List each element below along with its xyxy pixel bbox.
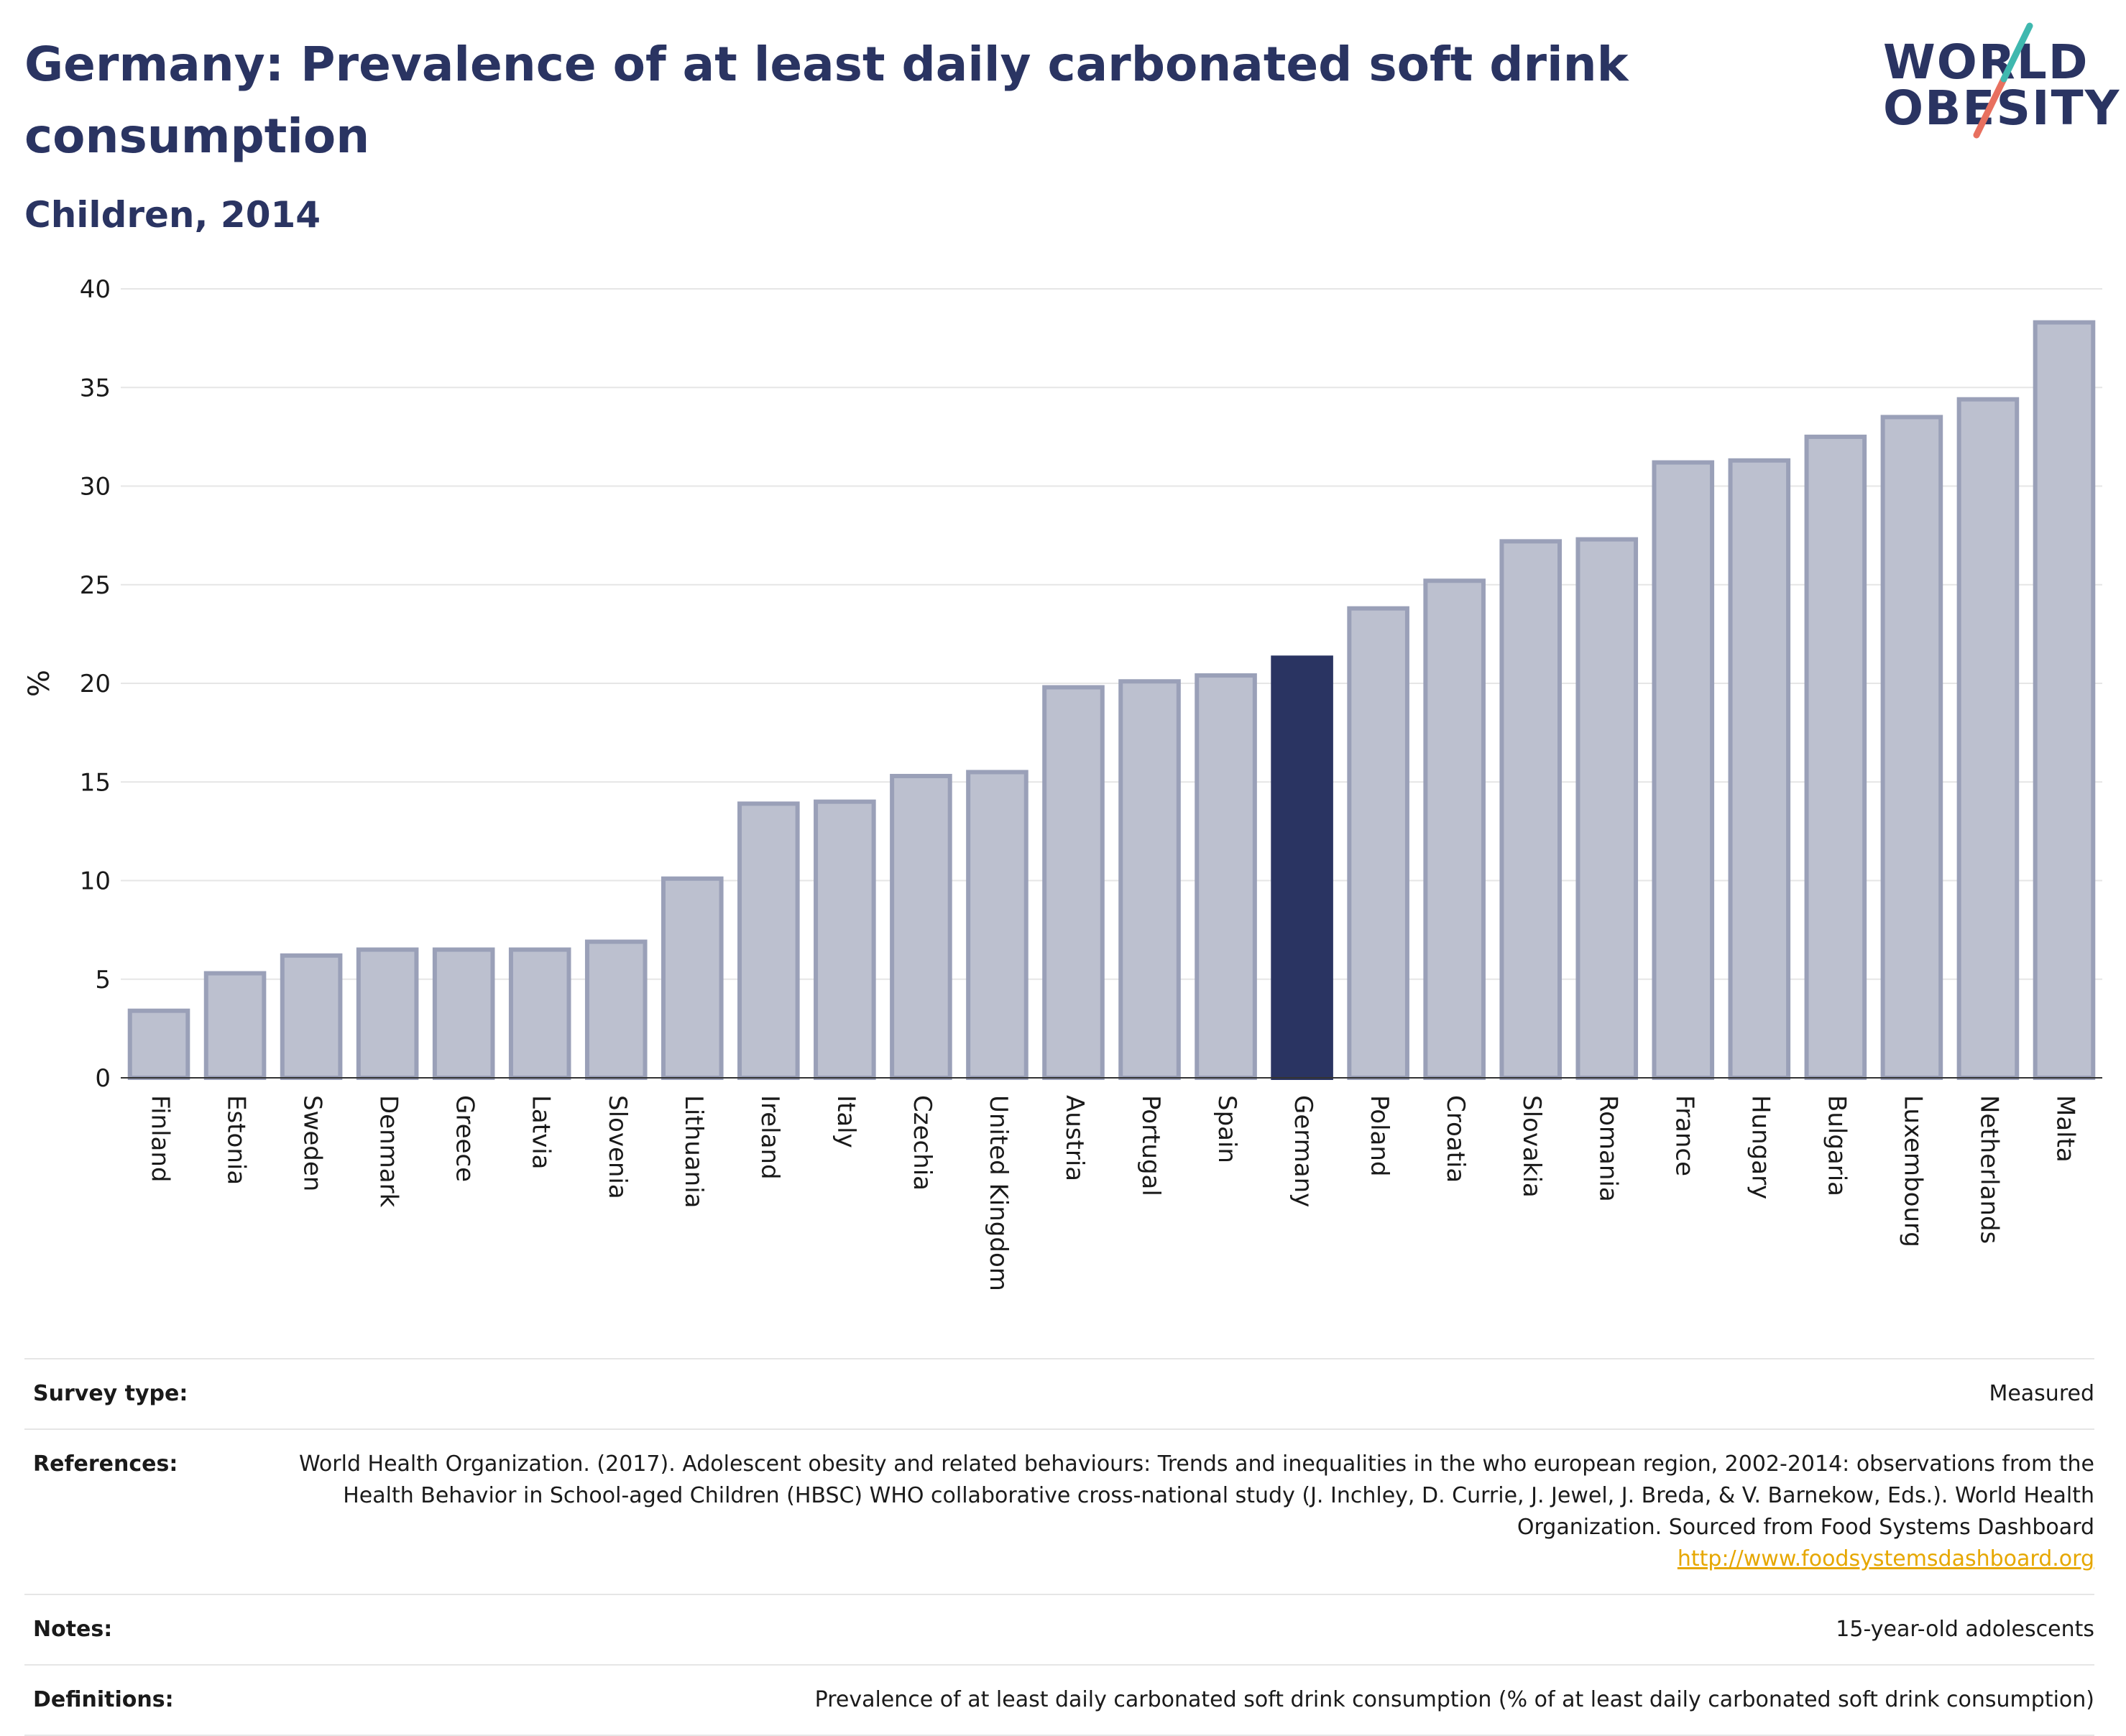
x-tick-label: Romania <box>1593 1095 1622 1202</box>
y-tick-label: 10 <box>80 867 111 896</box>
x-tick-label: Spain <box>1212 1095 1241 1163</box>
x-tick-label: Croatia <box>1441 1095 1470 1183</box>
y-tick-label: 40 <box>80 275 111 304</box>
x-tick-label: Ireland <box>755 1095 784 1180</box>
x-tick-label: Sweden <box>298 1095 327 1191</box>
meta-label: Notes: <box>33 1617 113 1642</box>
bar-denmark <box>356 947 419 1081</box>
bar-chart: 0 5 10 15 20 25 30 35 40% Finland Estonia Sweden Den… <box>23 275 2102 1291</box>
bar-poland <box>1347 606 1409 1080</box>
y-tick-label: 0 <box>95 1064 111 1093</box>
bar-hungary <box>1728 458 1791 1080</box>
bar-luxembourg <box>1880 415 1943 1081</box>
bar-latvia <box>508 947 571 1081</box>
meta-value: Measured <box>1989 1381 2094 1406</box>
meta-label: References: <box>33 1451 178 1477</box>
bar-united-kingdom <box>966 770 1029 1081</box>
meta-label: Definitions: <box>33 1687 174 1712</box>
x-tick-label: Bulgaria <box>1822 1095 1851 1196</box>
meta-row-references: References: World Health Organization. (… <box>24 1428 2094 1594</box>
x-tick-label: Czechia <box>908 1095 937 1191</box>
bar-ireland <box>737 801 800 1080</box>
bar-france <box>1652 460 1715 1080</box>
bar-italy <box>814 799 876 1080</box>
y-tick-label: 5 <box>95 966 111 994</box>
bar-slovakia <box>1499 539 1563 1080</box>
y-tick-label: 25 <box>80 571 111 600</box>
x-tick-label: Estonia <box>222 1095 251 1185</box>
x-tick-label: France <box>1670 1095 1698 1176</box>
meta-row-definitions: Definitions: Prevalence of at least dail… <box>24 1664 2094 1736</box>
x-tick-label: Denmark <box>374 1095 403 1208</box>
references-text: World Health Organization. (2017). Adole… <box>299 1451 2094 1540</box>
meta-value: World Health Organization. (2017). Adole… <box>292 1449 2094 1575</box>
source-link[interactable]: http://www.foodsystemsdashboard.org <box>1677 1546 2094 1571</box>
bar-bulgaria <box>1804 434 1867 1080</box>
bar-slovenia <box>584 939 648 1080</box>
x-tick-label: Austria <box>1060 1095 1089 1181</box>
x-tick-label: Greece <box>451 1095 479 1182</box>
bar-germany <box>1271 655 1333 1080</box>
bar-netherlands <box>1956 397 2020 1081</box>
bar-romania <box>1575 537 1639 1080</box>
x-tick-label: Poland <box>1365 1095 1394 1177</box>
x-tick-label: Italy <box>832 1095 860 1148</box>
meta-label: Survey type: <box>33 1381 188 1406</box>
bar-greece <box>432 947 495 1081</box>
bar-croatia <box>1423 578 1486 1080</box>
x-tick-label: Netherlands <box>1974 1095 2003 1244</box>
bar-estonia <box>203 971 267 1081</box>
y-tick-label: 20 <box>80 670 111 698</box>
chart-subtitle: Children, 2014 <box>24 194 321 236</box>
bar-sweden <box>280 953 343 1080</box>
chart-title: Germany: Prevalence of at least daily ca… <box>24 37 1629 164</box>
meta-row-survey-type: Survey type: Measured <box>24 1358 2094 1428</box>
bar-spain <box>1195 673 1257 1080</box>
meta-row-notes: Notes: 15-year-old adolescents <box>24 1594 2094 1664</box>
x-tick-label: Latvia <box>527 1095 556 1170</box>
x-tick-label: Slovakia <box>1517 1095 1546 1198</box>
bar-malta <box>2033 320 2096 1080</box>
x-tick-label: Malta <box>2051 1095 2079 1163</box>
y-tick-label: 30 <box>80 473 111 502</box>
x-tick-label: Germany <box>1289 1095 1317 1207</box>
x-tick-label: Lithuania <box>679 1095 708 1208</box>
y-tick-label: 35 <box>80 374 111 402</box>
x-tick-label: Slovenia <box>603 1095 632 1199</box>
logo-line1: WORLD <box>1883 34 2089 90</box>
x-tick-label: Luxembourg <box>1898 1095 1927 1247</box>
y-tick-label: 15 <box>80 768 111 797</box>
y-axis-label: % <box>23 670 56 697</box>
world-obesity-logo: WORLD OBESITY <box>1876 20 2119 149</box>
x-tick-label: Finland <box>146 1095 175 1183</box>
bar-czechia <box>890 774 952 1080</box>
metadata-table: Survey type: Measured References: World … <box>24 1358 2094 1736</box>
meta-value: 15-year-old adolescents <box>1836 1617 2094 1642</box>
logo-slash-icon <box>1973 22 2033 139</box>
bar-lithuania <box>661 876 724 1080</box>
bar-austria <box>1042 685 1105 1080</box>
bar-finland <box>127 1008 190 1081</box>
x-tick-label: United Kingdom <box>984 1095 1013 1291</box>
x-tick-label: Hungary <box>1746 1095 1775 1199</box>
meta-value: Prevalence of at least daily carbonated … <box>814 1687 2094 1712</box>
x-tick-label: Portugal <box>1136 1095 1165 1196</box>
bar-portugal <box>1118 679 1181 1080</box>
